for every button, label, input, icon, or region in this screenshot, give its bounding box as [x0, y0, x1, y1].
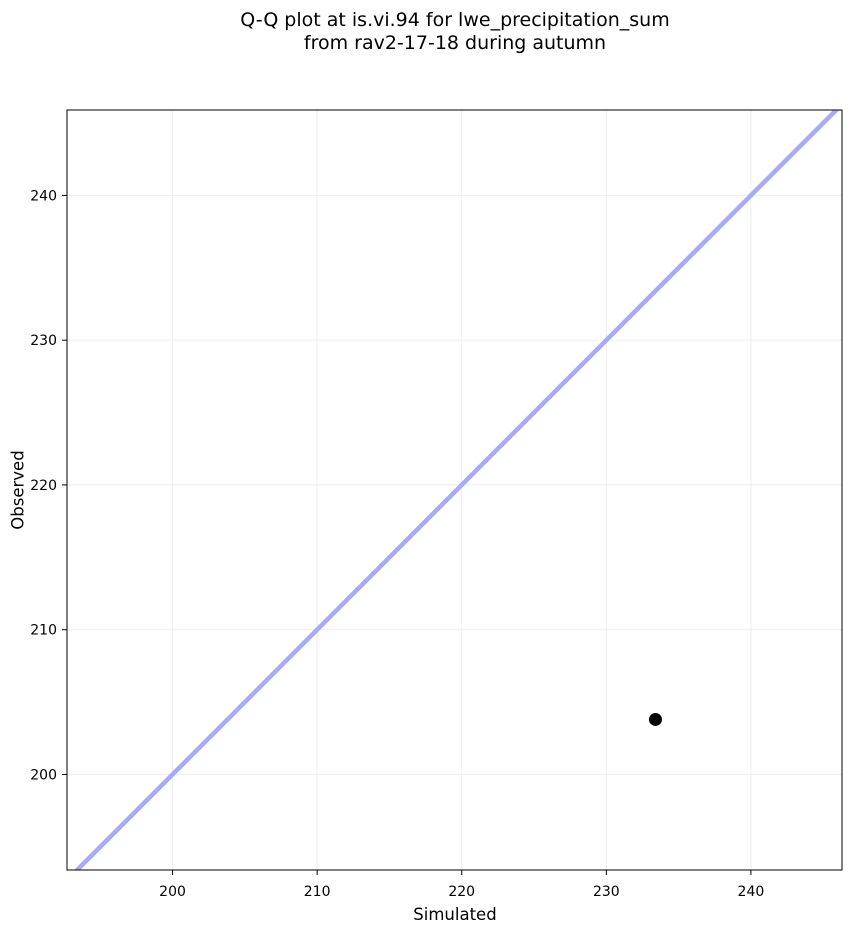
chart-title: Q-Q plot at is.vi.94 for lwe_precipitati…	[240, 9, 670, 54]
y-tick-label: 210	[30, 623, 57, 639]
y-tick-label: 200	[30, 767, 57, 783]
data-point	[648, 712, 662, 726]
y-tick-label: 230	[30, 333, 57, 349]
y-tick-label: 240	[30, 188, 57, 204]
identity-line	[73, 110, 840, 870]
x-axis-label: Simulated	[413, 905, 497, 924]
y-tick-label: 220	[30, 478, 57, 494]
x-tick-label: 240	[738, 884, 765, 900]
x-tick-label: 210	[304, 884, 331, 900]
x-tick-label: 230	[593, 884, 620, 900]
x-tick-label: 200	[159, 884, 186, 900]
x-tick-label: 220	[448, 884, 475, 900]
axes-spines	[66, 109, 843, 871]
